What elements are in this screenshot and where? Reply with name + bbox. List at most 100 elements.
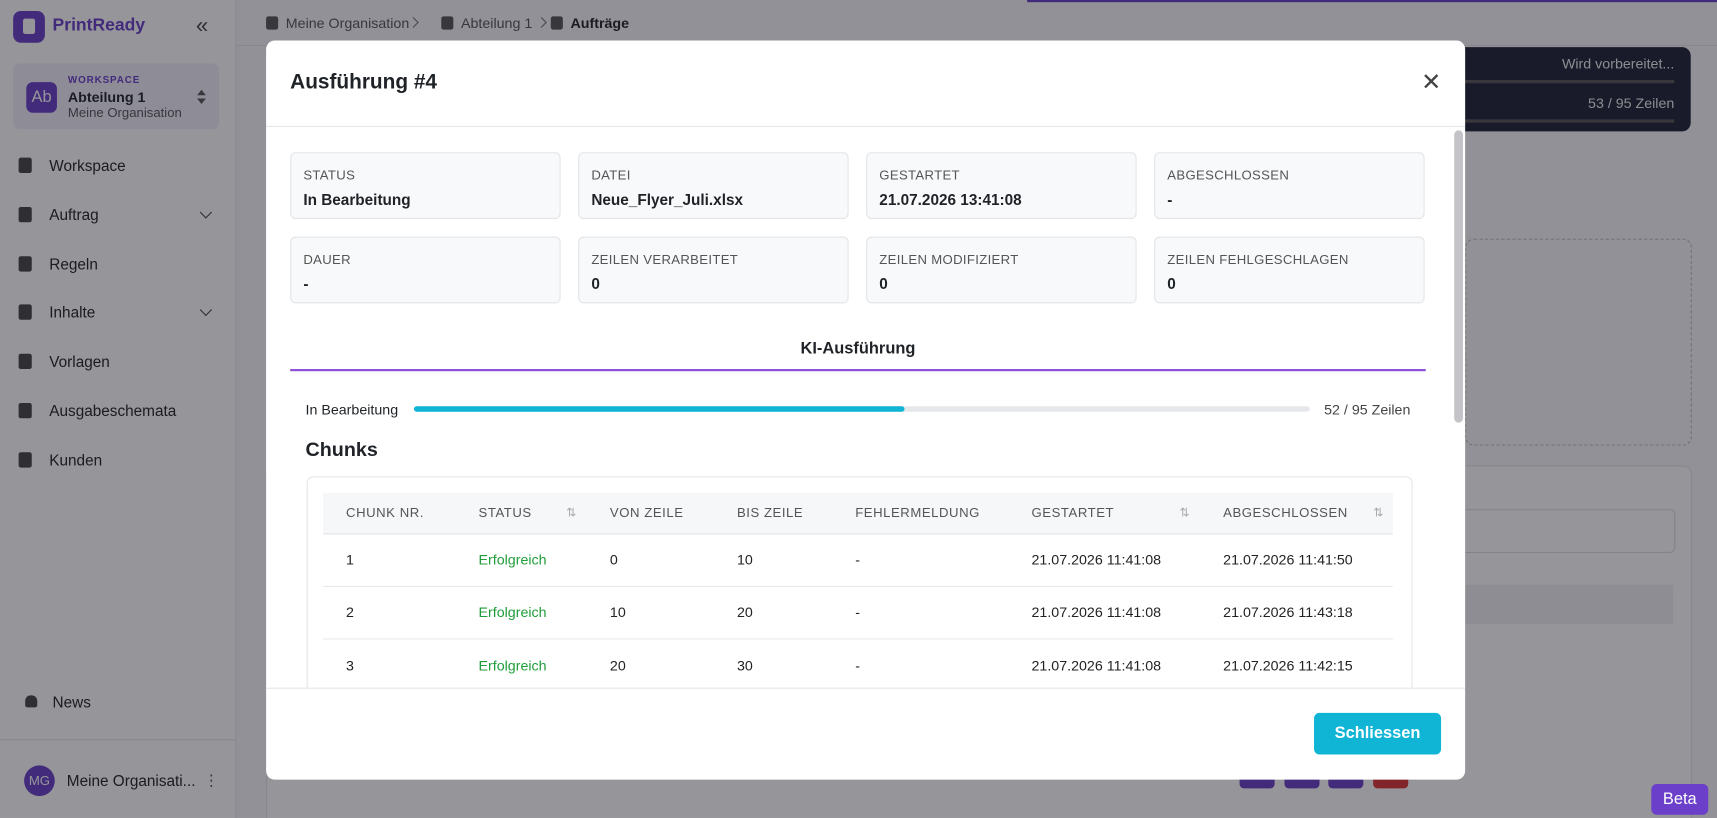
workspace-kicker: WORKSPACE: [67, 74, 141, 86]
card-label: ZEILEN VERARBEITET: [591, 251, 739, 268]
card-value: 21.07.2026 13:41:08: [879, 190, 1022, 209]
card-value: -: [1167, 190, 1173, 209]
card-value: 0: [879, 274, 888, 293]
info-card: STATUS In Bearbeitung: [290, 152, 561, 220]
sort-icon: ⇅: [1179, 506, 1190, 520]
user-name[interactable]: Meine Organisati...: [66, 771, 196, 790]
sidebar: PrintReady «Ab WORKSPACE Abteilung 1 Meine O…: [0, 0, 237, 818]
table-cell: 21.07.2026 11:41:08: [1031, 551, 1162, 568]
info-card: ABGESCHLOSSEN -: [1154, 152, 1425, 220]
breadcrumb[interactable]: Abteilung 1: [461, 14, 533, 32]
tab[interactable]: KI-Ausführung: [800, 339, 916, 359]
table-header[interactable]: STATUS: [478, 504, 532, 521]
scrollbar: [1454, 130, 1463, 423]
nav-item[interactable]: Vorlagen: [49, 352, 110, 371]
card-label: ZEILEN FEHLGESCHLAGEN: [1167, 251, 1349, 268]
nav-item[interactable]: Regeln: [49, 254, 98, 273]
row-bg: [1456, 584, 1674, 625]
table-cell: -: [855, 551, 860, 568]
table-cell: 2: [346, 604, 354, 621]
card-value: 0: [591, 274, 600, 293]
breadcrumb[interactable]: Meine Organisation: [285, 14, 410, 32]
nav-item[interactable]: Ausgabeschemata: [49, 401, 177, 420]
brand-icon-page: [22, 18, 36, 34]
table-cell: 3: [346, 657, 354, 674]
nav-icon: [18, 255, 32, 272]
workspace-switch: [197, 89, 206, 96]
nav-item[interactable]: Auftrag: [49, 205, 99, 224]
nav-item[interactable]: Inhalte: [49, 303, 96, 322]
sort-icon: ⇅: [566, 506, 577, 520]
collapse[interactable]: «: [196, 13, 209, 38]
bg-rows: 53 / 95 Zeilen: [1588, 94, 1675, 112]
info-card: DAUER -: [290, 236, 561, 304]
close-button[interactable]: ✕: [1421, 67, 1442, 96]
footer-divider: [266, 687, 1466, 689]
table-cell: 10: [736, 551, 753, 568]
table-cell: 21.07.2026 11:41:08: [1031, 604, 1162, 621]
info-card: GESTARTET 21.07.2026 13:41:08: [866, 152, 1137, 220]
card-label: GESTARTET: [879, 167, 960, 183]
workspace-org: Meine Organisation: [67, 105, 182, 121]
table-header: BIS ZEILE: [736, 504, 804, 521]
card-value: In Bearbeitung: [303, 190, 411, 209]
table-cell: -: [855, 604, 860, 621]
row-divider: [323, 638, 1393, 640]
info-card: ZEILEN FEHLGESCHLAGEN 0: [1154, 236, 1425, 304]
tab-underline: [290, 369, 1426, 372]
table-header[interactable]: ABGESCHLOSSEN: [1223, 504, 1348, 521]
table-cell: 21.07.2026 11:41:08: [1031, 657, 1162, 674]
info-card: ZEILEN VERARBEITET 0: [578, 236, 849, 304]
card-label: ZEILEN MODIFIZIERT: [879, 251, 1019, 268]
table-cell: Erfolgreich: [478, 604, 547, 621]
table-header: CHUNK NR.: [346, 504, 424, 521]
modal-title: Ausführung #4: [290, 71, 437, 95]
nav-item[interactable]: Workspace: [49, 156, 126, 175]
card-value: -: [303, 274, 309, 293]
close-footer-button[interactable]: Schliessen: [1314, 712, 1442, 755]
nav-icon: [18, 206, 32, 223]
table-header[interactable]: GESTARTET: [1031, 504, 1115, 521]
table-cell: 21.07.2026 11:42:15: [1223, 657, 1353, 674]
bg-status: Wird vorbereitet...: [1561, 55, 1675, 72]
table-header: FEHLERMELDUNG: [855, 504, 980, 521]
table-cell: 10: [609, 604, 626, 621]
brand: PrintReady: [52, 16, 146, 36]
table-cell: 1: [346, 551, 354, 568]
crumb-icon: [550, 16, 563, 30]
nav-icon: [18, 304, 32, 321]
modal-body: STATUS In Bearbeitung DATEI Neue_Flyer_Juli…: [266, 127, 1465, 688]
table-card: [306, 476, 1413, 688]
crumb-icon: [441, 16, 454, 30]
user-menu[interactable]: ⋮: [203, 771, 220, 789]
bg-track: [1445, 119, 1675, 123]
table-header: VON ZEILE: [609, 504, 684, 521]
progress-card: [1423, 47, 1691, 132]
card-value: 0: [1167, 274, 1176, 293]
news-icon: [25, 695, 38, 708]
breadcrumb: Aufträge: [570, 14, 630, 32]
workspace-name: Abteilung 1: [67, 88, 146, 106]
beta-badge: Beta: [1651, 784, 1709, 815]
workspace-avatar: Ab: [26, 82, 57, 113]
info-card: ZEILEN MODIFIZIERT 0: [866, 236, 1137, 304]
nav-item[interactable]: Kunden: [49, 450, 103, 469]
modal: STATUS In Bearbeitung DATEI Neue_Flyer_Juli…: [266, 40, 1466, 780]
card-label: DATEI: [591, 167, 631, 183]
row-divider: [323, 585, 1393, 587]
divider: [0, 739, 236, 741]
top-line: [1027, 0, 1717, 3]
card-label: STATUS: [303, 167, 356, 183]
card-value: Neue_Flyer_Juli.xlsx: [591, 190, 744, 209]
card-label: DAUER: [303, 251, 351, 268]
news[interactable]: News: [52, 693, 91, 711]
progress-label: In Bearbeitung: [305, 401, 399, 418]
table-cell: 20: [736, 604, 753, 621]
chunks-title: Chunks: [305, 438, 378, 461]
table-cell: 30: [736, 657, 753, 674]
table-cell: -: [855, 657, 860, 674]
table-cell: Erfolgreich: [478, 657, 547, 674]
nav-icon: [18, 157, 32, 174]
table-cell: Erfolgreich: [478, 551, 547, 568]
